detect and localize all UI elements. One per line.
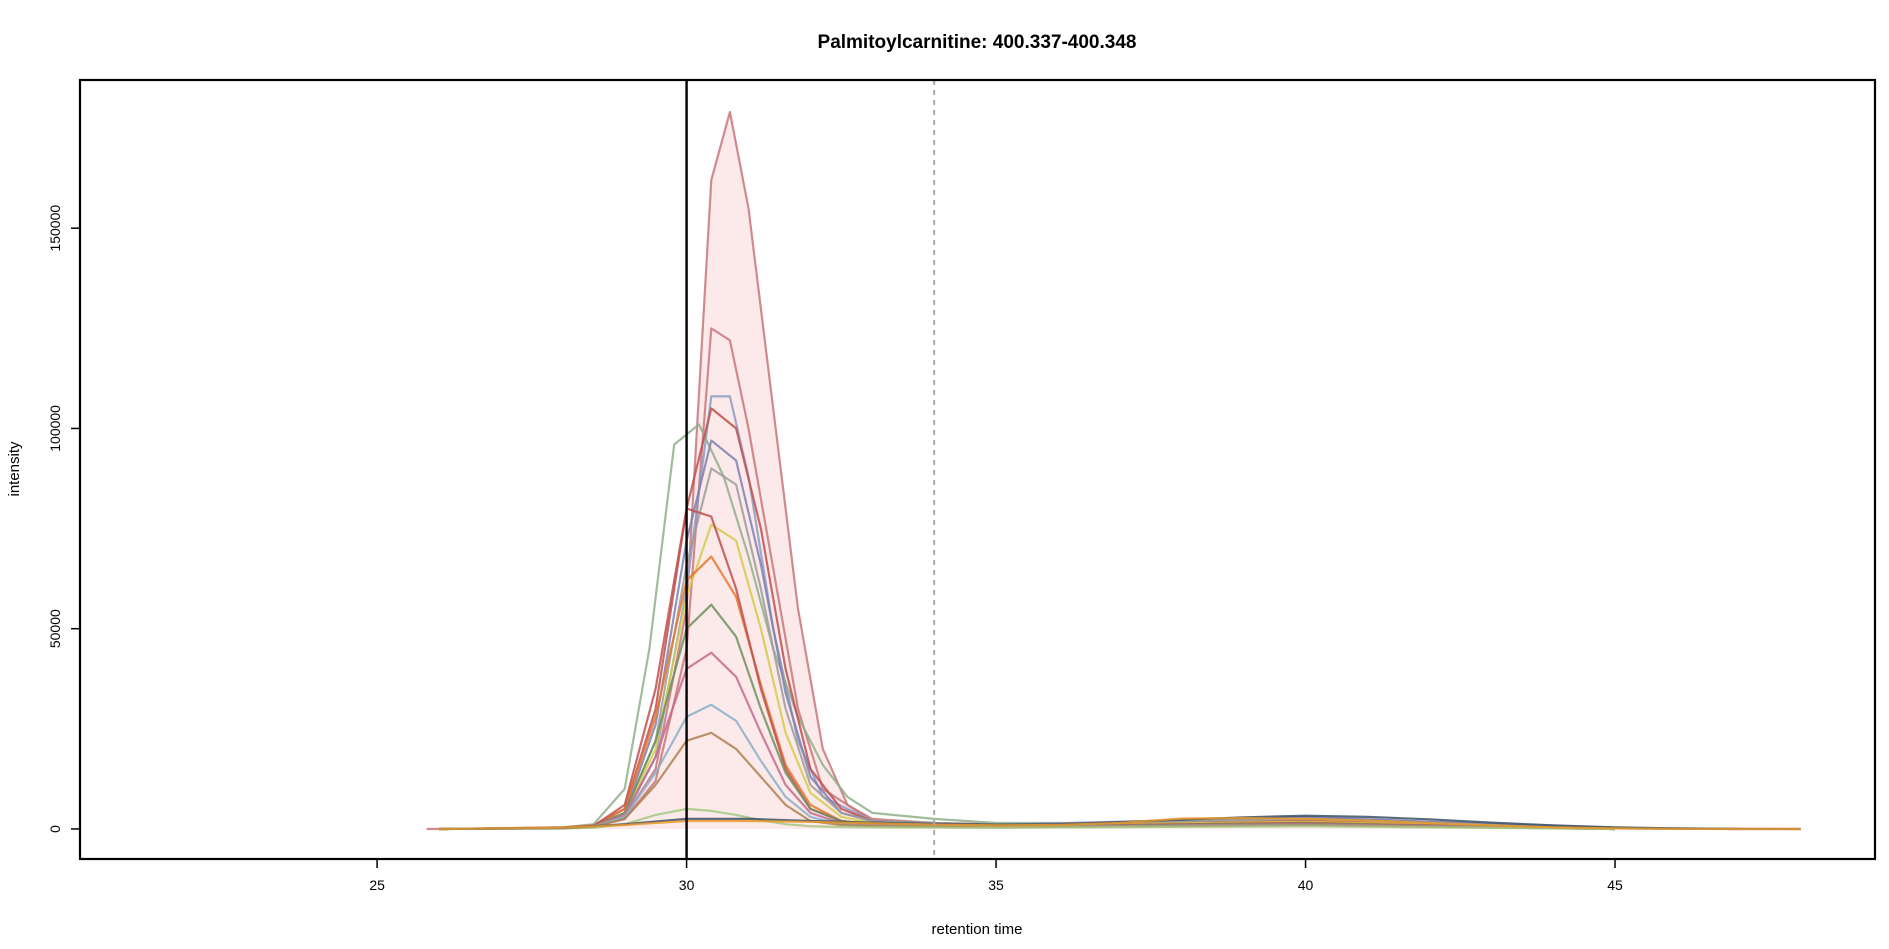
plot-frame	[78, 78, 1877, 861]
series-line	[438, 555, 1616, 831]
y-tick-label: 100000	[47, 405, 63, 452]
x-tick-label: 35	[988, 877, 1004, 893]
series-line	[438, 467, 1616, 831]
series-line	[438, 507, 1616, 831]
series-line	[438, 603, 1616, 831]
y-axis-label: intensity	[6, 441, 23, 497]
series-line	[438, 816, 1801, 831]
series-line	[438, 395, 1739, 831]
y-tick-label: 150000	[47, 205, 63, 252]
x-axis-label: retention time	[932, 921, 1023, 938]
x-tick-label: 40	[1298, 877, 1314, 893]
series-line	[438, 439, 1616, 831]
series-line	[438, 407, 1616, 831]
x-tick-label: 25	[369, 877, 385, 893]
reference-lines	[685, 80, 936, 859]
series-area	[426, 112, 1801, 829]
chart-title: Palmitoylcarnitine: 400.337-400.348	[818, 32, 1137, 53]
series-line	[438, 423, 1677, 831]
series-line	[438, 523, 1616, 831]
y-tick-label: 50000	[47, 609, 63, 648]
x-tick-label: 30	[679, 877, 695, 893]
y-axis: 0 50000 100000 150000	[47, 205, 80, 833]
x-tick-label: 45	[1607, 877, 1623, 893]
series-line	[438, 327, 1739, 831]
series-layer	[426, 110, 1801, 831]
series-line	[426, 110, 1801, 831]
x-axis: 25 30 35 40 45	[369, 858, 1623, 893]
y-tick-label: 0	[47, 825, 63, 833]
series-line	[438, 651, 1616, 831]
